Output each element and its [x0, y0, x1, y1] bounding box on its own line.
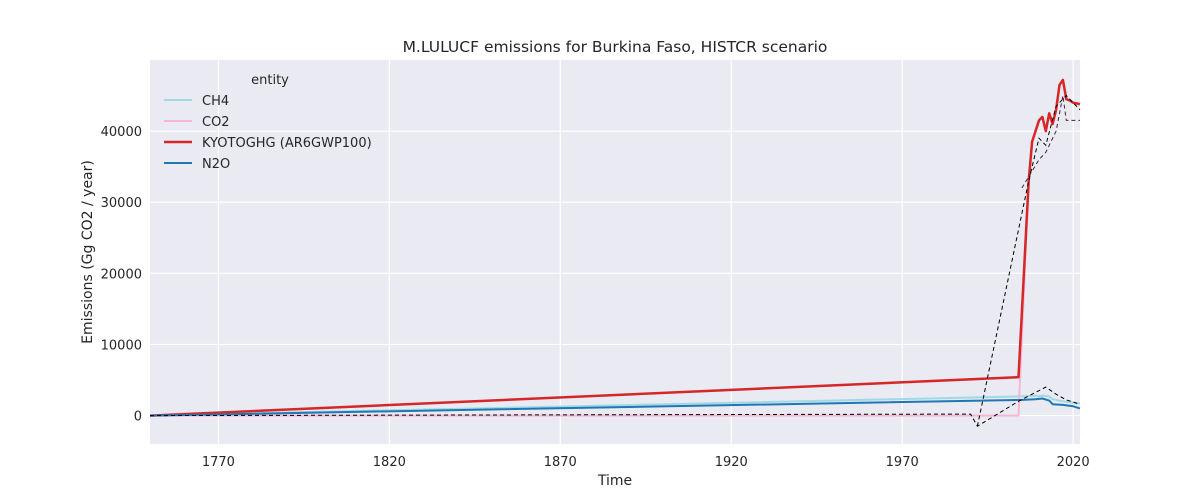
y-axis-ticks: 0 10000 20000 30000 40000: [101, 125, 142, 424]
series-line-n2o: [149, 397, 1081, 417]
legend-entry: N2O: [202, 157, 230, 172]
legend-entry: CO2: [202, 115, 230, 130]
x-tick-label: 1970: [886, 455, 919, 470]
chart-title: M.LULUCF emissions for Burkina Faso, HIS…: [403, 38, 828, 56]
x-axis-ticks: 1770 1820 1870 1920 1970 2020: [202, 455, 1090, 470]
reference-dashed-line: [976, 94, 1081, 427]
legend-title: entity: [251, 73, 289, 88]
y-tick-label: 30000: [101, 196, 142, 211]
plot-background: [150, 60, 1080, 444]
series-line-kyotoghg-ar6gwp100: [149, 78, 1081, 417]
y-tick-label: 20000: [101, 267, 142, 282]
x-tick-label: 1820: [373, 455, 406, 470]
y-tick-label: 40000: [101, 125, 142, 140]
legend-entry: CH4: [202, 94, 229, 109]
reference-dashed-line: [1021, 95, 1080, 189]
x-tick-label: 2020: [1057, 455, 1090, 470]
x-axis-label: Time: [597, 473, 632, 489]
x-tick-label: 1770: [202, 455, 235, 470]
legend: entity CH4 CO2 KYOTOGHG (AR6GWP100) N2O: [164, 73, 372, 172]
y-axis-label: Emissions (Gg CO2 / year): [80, 160, 96, 344]
x-tick-label: 1870: [544, 455, 577, 470]
x-tick-label: 1920: [715, 455, 748, 470]
y-tick-label: 0: [134, 410, 142, 425]
reference-lines: [149, 94, 1081, 427]
legend-entry: KYOTOGHG (AR6GWP100): [202, 136, 372, 151]
series-line-ch4: [149, 394, 1081, 417]
y-tick-label: 10000: [101, 338, 142, 353]
reference-dashed-line: [149, 386, 1081, 427]
